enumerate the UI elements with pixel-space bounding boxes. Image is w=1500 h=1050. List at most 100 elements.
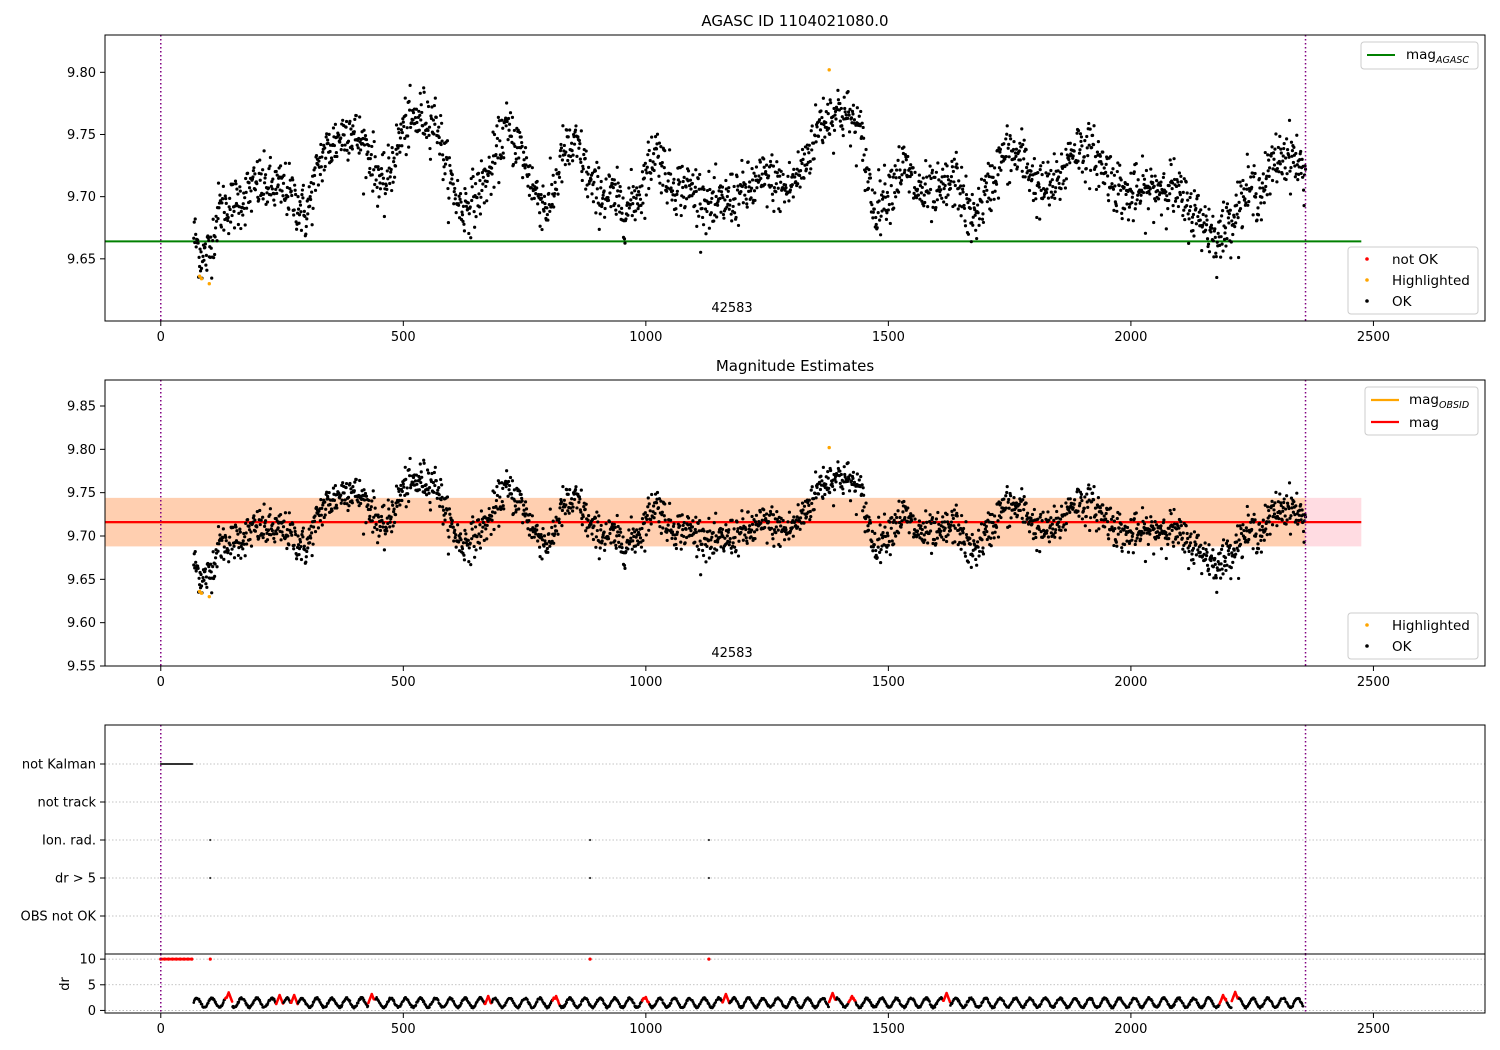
- ok-point: [1173, 199, 1178, 203]
- ok-point: [812, 508, 816, 512]
- ok-point: [1289, 140, 1294, 144]
- ok-point: [638, 536, 643, 540]
- ok-point: [1124, 192, 1128, 197]
- ok-point: [746, 510, 750, 514]
- ok-point: [481, 182, 485, 186]
- ok-point: [1015, 165, 1020, 169]
- ok-point: [293, 526, 297, 530]
- ok-point: [720, 193, 724, 197]
- ok-point: [497, 481, 501, 485]
- ok-point: [861, 486, 865, 490]
- ok-point: [467, 231, 471, 236]
- ok-point: [847, 130, 852, 134]
- ok-point: [867, 515, 871, 519]
- ok-point: [899, 523, 904, 527]
- ok-point: [634, 544, 638, 548]
- ok-point: [637, 193, 642, 197]
- ok-point: [489, 532, 493, 537]
- ok-point: [363, 134, 368, 138]
- ok-point: [510, 479, 515, 483]
- ok-point: [878, 218, 882, 222]
- ok-point: [917, 173, 922, 177]
- ok-point: [238, 185, 242, 189]
- ok-point: [877, 537, 881, 541]
- ok-point: [1198, 218, 1202, 222]
- ok-point: [705, 188, 710, 193]
- ok-point: [894, 195, 898, 199]
- ok-point: [601, 196, 605, 200]
- ok-point: [855, 106, 859, 110]
- ok-point: [923, 200, 927, 205]
- ok-point: [643, 511, 647, 515]
- ok-point: [389, 515, 393, 519]
- ok-point: [707, 226, 711, 230]
- ok-point: [474, 548, 478, 552]
- ok-point: [827, 486, 831, 490]
- ok-point: [1205, 237, 1210, 241]
- ok-point: [1270, 499, 1274, 503]
- ok-point: [584, 149, 588, 153]
- ok-point: [821, 96, 825, 100]
- ok-point: [798, 516, 803, 520]
- ok-point: [583, 156, 587, 161]
- ok-point: [753, 520, 758, 524]
- ok-point: [414, 107, 419, 111]
- ok-point: [232, 556, 237, 560]
- ok-point: [1078, 148, 1082, 152]
- ok-point: [671, 524, 676, 528]
- ok-point: [399, 483, 403, 488]
- ok-point: [374, 178, 378, 182]
- dr-point: [197, 997, 201, 1001]
- ok-point: [1214, 255, 1218, 259]
- ok-point: [262, 532, 266, 536]
- ok-point: [328, 149, 332, 154]
- panel2-ytick-tick-label: 9.75: [67, 486, 96, 501]
- ok-point: [1284, 156, 1288, 160]
- ok-point: [236, 222, 240, 227]
- ok-point: [751, 201, 755, 205]
- ok-point: [1228, 208, 1232, 212]
- ok-point: [565, 128, 569, 132]
- ok-point: [1212, 255, 1216, 259]
- ok-point: [206, 236, 210, 240]
- ok-point: [1082, 155, 1086, 159]
- ok-point: [221, 535, 225, 540]
- ok-point: [282, 519, 286, 523]
- ok-point: [791, 534, 795, 538]
- ok-point: [1187, 566, 1191, 571]
- ok-point: [921, 521, 925, 525]
- ok-point: [616, 530, 620, 534]
- ok-point: [750, 178, 755, 182]
- ok-point: [1022, 495, 1026, 499]
- ok-point: [769, 184, 774, 188]
- ok-point: [454, 210, 458, 215]
- ok-point: [495, 124, 499, 128]
- ok-point: [368, 157, 372, 161]
- ok-point: [228, 543, 232, 547]
- ok-point: [720, 185, 725, 189]
- ok-point: [694, 530, 698, 534]
- ok-point: [501, 486, 505, 490]
- ok-point: [577, 138, 581, 143]
- ok-point: [484, 527, 488, 531]
- ok-point: [479, 159, 484, 163]
- ok-point: [241, 547, 245, 551]
- ok-point: [251, 520, 255, 524]
- ok-point: [1046, 535, 1051, 539]
- ok-point: [423, 132, 427, 136]
- ok-point: [1296, 178, 1300, 182]
- ok-point: [423, 490, 427, 495]
- ok-point: [345, 148, 349, 152]
- ok-point: [606, 198, 611, 202]
- ok-point: [863, 530, 867, 534]
- ok-point: [611, 525, 615, 529]
- ok-point: [504, 124, 508, 128]
- panel1-xtick-tick-label: 1500: [872, 330, 905, 345]
- ok-point: [778, 174, 782, 178]
- ok-point: [267, 166, 271, 171]
- ok-point: [627, 206, 631, 210]
- dr-point: [230, 1000, 234, 1003]
- ok-point: [616, 524, 620, 529]
- ok-point: [1216, 231, 1220, 235]
- ok-point: [809, 488, 813, 492]
